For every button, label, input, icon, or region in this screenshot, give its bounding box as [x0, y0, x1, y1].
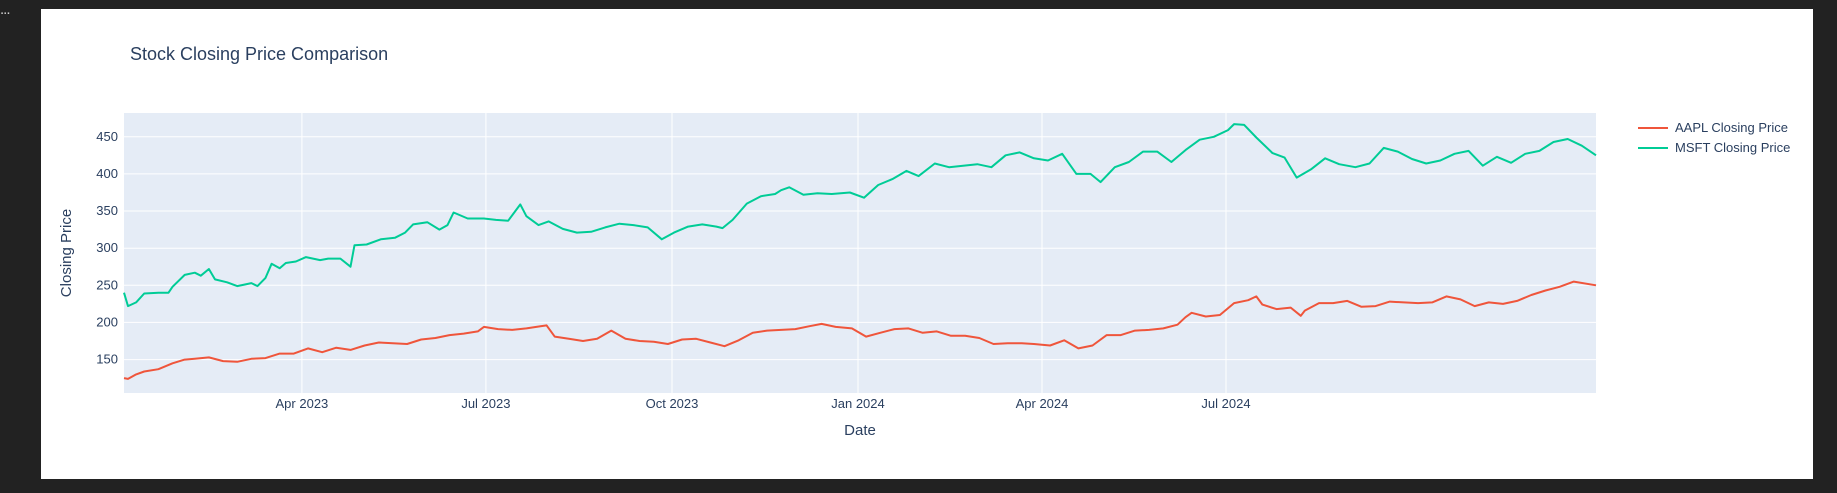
y-tick-label: 200 — [96, 314, 118, 329]
y-tick-label: 450 — [96, 129, 118, 144]
chart-title: Stock Closing Price Comparison — [130, 44, 388, 64]
x-axis-ticks: Apr 2023 Jul 2023 Oct 2023 Jan 2024 Apr 2024… — [276, 396, 1251, 411]
x-tick-label: Oct 2023 — [646, 396, 699, 411]
x-tick-label: Apr 2023 — [276, 396, 329, 411]
x-tick-label: Jan 2024 — [831, 396, 885, 411]
legend-label: MSFT Closing Price — [1675, 140, 1790, 155]
series-lines — [123, 123, 1597, 380]
line-chart: Stock Closing Price Comparison 150 200 250… — [58, 44, 1790, 439]
legend-label: AAPL Closing Price — [1675, 120, 1788, 135]
plot-area[interactable] — [124, 113, 1596, 393]
series-line-0[interactable] — [123, 280, 1597, 380]
x-tick-label: Jul 2023 — [461, 396, 510, 411]
legend[interactable]: AAPL Closing Price MSFT Closing Price — [1638, 120, 1790, 155]
y-tick-label: 350 — [96, 203, 118, 218]
legend-item-0[interactable]: AAPL Closing Price — [1638, 120, 1788, 135]
y-tick-label: 250 — [96, 277, 118, 292]
y-tick-label: 300 — [96, 240, 118, 255]
legend-item-1[interactable]: MSFT Closing Price — [1638, 140, 1790, 155]
x-tick-label: Apr 2024 — [1016, 396, 1069, 411]
y-axis-title: Closing Price — [58, 209, 75, 297]
corner-ellipsis-icon[interactable]: ... — [0, 1, 10, 18]
x-tick-label: Jul 2024 — [1201, 396, 1250, 411]
x-axis-title: Date — [844, 422, 876, 439]
series-line-1[interactable] — [123, 123, 1597, 308]
y-tick-label: 150 — [96, 352, 118, 367]
chart-card: Stock Closing Price Comparison 150 200 250… — [41, 9, 1813, 479]
y-tick-label: 400 — [96, 166, 118, 181]
y-axis-ticks: 150 200 250 300 350 400 450 — [96, 129, 118, 367]
